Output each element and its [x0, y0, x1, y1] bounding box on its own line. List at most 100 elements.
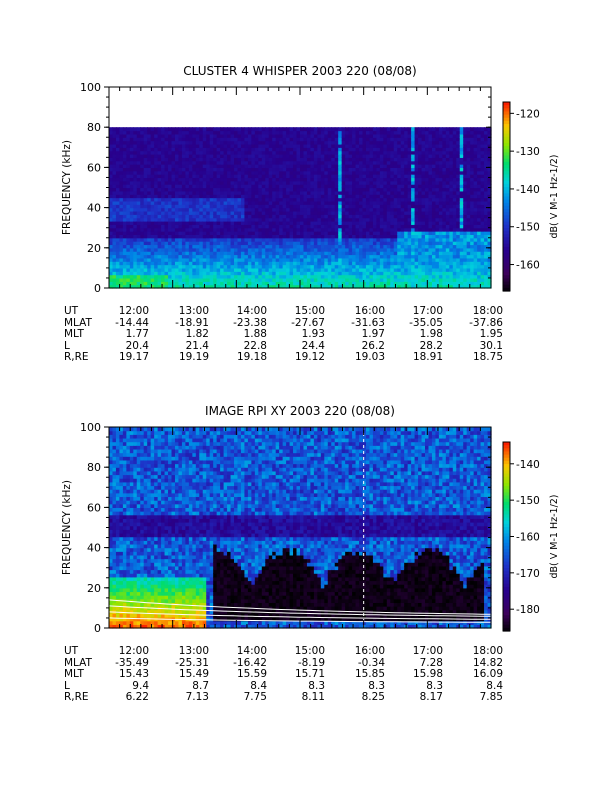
- chart-title: CLUSTER 4 WHISPER 2003 220 (08/08): [183, 64, 416, 78]
- whisper-spectrogram-chart: CLUSTER 4 WHISPER 2003 220 (08/08) 0 20 40 6…: [61, 64, 560, 295]
- ephemeris-value: 15.71: [294, 668, 325, 681]
- rpi-spectrogram-chart: IMAGE RPI XY 2003 220 (08/08) 0 20 40 60 80 10…: [61, 404, 560, 635]
- colorbar-tick-label: -140: [516, 184, 540, 196]
- ephemeris-value: 19.03: [354, 351, 385, 364]
- ephemeris-value: 8.3: [368, 679, 385, 692]
- ephemeris-value: 30.1: [479, 339, 503, 352]
- y-tick-label: 20: [87, 582, 101, 595]
- ephemeris-value: 7.75: [243, 691, 267, 704]
- ephemeris-value: 1.98: [419, 328, 443, 341]
- ephemeris-value: 28.2: [419, 339, 443, 352]
- y-tick-label: 60: [87, 501, 101, 514]
- ephemeris-value: -25.31: [175, 656, 209, 669]
- ephemeris-value: 15:00: [294, 645, 325, 657]
- colorbar-tick-label: -160: [516, 260, 540, 272]
- colorbar-tick-label: -180: [516, 604, 540, 616]
- colorbar-tick-label: -150: [516, 495, 540, 507]
- y-tick-label: 60: [87, 161, 101, 174]
- x-axis: [108, 427, 492, 628]
- ephemeris-value: 8.11: [301, 691, 325, 704]
- ephemeris-value: 13:00: [178, 305, 209, 317]
- colorbar-label: dB( V M-1 Hz-1/2): [549, 494, 560, 578]
- ephemeris-value: 17:00: [412, 305, 443, 317]
- colorbar: -140 -150 -160 -170 -180 dB( V M-1 Hz-1/2): [502, 441, 560, 632]
- ephemeris-value: 8.4: [250, 679, 267, 692]
- ephemeris-value: 21.4: [185, 339, 209, 352]
- ephemeris-value: -27.67: [291, 316, 325, 329]
- ephemeris-value: 14.82: [472, 656, 503, 669]
- ephemeris-value: 8.17: [419, 691, 443, 704]
- ephemeris-value: 19.17: [118, 351, 149, 364]
- ephemeris-row-label: L: [64, 339, 70, 352]
- y-axis-label: FREQUENCY (kHz): [61, 140, 73, 235]
- ephemeris-value: 15.98: [412, 668, 443, 681]
- x-axis: [108, 87, 492, 288]
- colorbar-tick-label: -170: [516, 568, 540, 580]
- y-tick-label: 40: [87, 202, 101, 215]
- ephemeris-value: 8.7: [192, 679, 209, 692]
- plasma-frequency-curve: [108, 599, 492, 615]
- ephemeris-value: 16:00: [354, 305, 385, 317]
- ephemeris-value: 15.59: [236, 668, 267, 681]
- colorbar-label: dB( V M-1 Hz-1/2): [549, 154, 560, 238]
- ephemeris-value: 15.49: [178, 668, 209, 681]
- y-axis-label: FREQUENCY (kHz): [61, 480, 73, 575]
- ephemeris-value: -8.19: [297, 656, 325, 669]
- ephemeris-value: 19.19: [178, 351, 209, 364]
- y-axis: 0 20 40 60 80 100: [80, 421, 491, 635]
- ephemeris-value: 1.95: [479, 328, 503, 341]
- ephemeris-value: -35.49: [115, 656, 149, 669]
- ephemeris-value: 7.85: [479, 691, 503, 704]
- ephemeris-row-label: R,RE: [64, 691, 89, 704]
- ephemeris-row-label: UT: [64, 645, 79, 657]
- ephemeris-row-label: R,RE: [64, 351, 89, 364]
- ephemeris-value: 13:00: [178, 645, 209, 657]
- ephemeris-row-label: L: [64, 679, 70, 692]
- spectrogram-cells: [109, 427, 492, 629]
- ephemeris-value: 1.88: [243, 328, 267, 341]
- ephemeris-value: 14:00: [236, 645, 267, 657]
- ephemeris-value: 8.25: [361, 691, 385, 704]
- colorbar-tick-label: -160: [516, 532, 540, 544]
- ephemeris-value: 18:00: [472, 645, 503, 657]
- ephemeris-value: -31.63: [351, 316, 385, 329]
- ephemeris-value: 1.93: [301, 328, 325, 341]
- plasma-frequency-curve: [108, 605, 492, 617]
- y-axis: 0 20 40 60 80 100: [80, 81, 491, 295]
- ephemeris-value: 15:00: [294, 305, 325, 317]
- ephemeris-value: 15.43: [118, 668, 149, 681]
- ephemeris-value: 18:00: [472, 305, 503, 317]
- ephemeris-value: 16:00: [354, 645, 385, 657]
- ephemeris-value: -0.34: [357, 656, 385, 669]
- ephemeris-value: 18.91: [412, 351, 443, 364]
- ephemeris-value: 8.3: [308, 679, 325, 692]
- plasma-frequency-curve: [108, 611, 492, 620]
- ephemeris-value: 17:00: [412, 645, 443, 657]
- ephemeris-value: -14.44: [115, 316, 149, 329]
- ephemeris-value: 26.2: [361, 339, 385, 352]
- ephemeris-value: 20.4: [125, 339, 149, 352]
- rpi-panel: IMAGE RPI XY 2003 220 (08/08) 0 20 40 60 80 10…: [0, 395, 600, 775]
- ephemeris-value: 19.12: [294, 351, 325, 364]
- ephemeris-row-label: MLAT: [64, 656, 92, 669]
- ephemeris-value: 7.28: [419, 656, 443, 669]
- y-tick-label: 0: [94, 282, 101, 295]
- ephemeris-value: 18.75: [472, 351, 503, 364]
- colorbar-tick-label: -140: [516, 459, 540, 471]
- ephemeris-value: -37.86: [469, 316, 503, 329]
- ephemeris-value: 22.8: [243, 339, 267, 352]
- colorbar-tick-label: -120: [516, 108, 540, 120]
- ephemeris-value: -35.05: [409, 316, 443, 329]
- ephemeris-value: 1.82: [185, 328, 209, 341]
- ephemeris-value: 7.13: [185, 691, 209, 704]
- y-tick-label: 100: [80, 81, 101, 94]
- colorbar-tick-label: -150: [516, 222, 540, 234]
- ephemeris-row-label: MLT: [64, 328, 84, 341]
- y-tick-label: 80: [87, 121, 101, 134]
- y-tick-label: 80: [87, 461, 101, 474]
- ephemeris-value: 1.97: [361, 328, 385, 341]
- ephemeris-value: 19.18: [236, 351, 267, 364]
- colorbar-tick-label: -130: [516, 146, 540, 158]
- y-tick-label: 20: [87, 242, 101, 255]
- ephemeris-value: 12:00: [118, 645, 149, 657]
